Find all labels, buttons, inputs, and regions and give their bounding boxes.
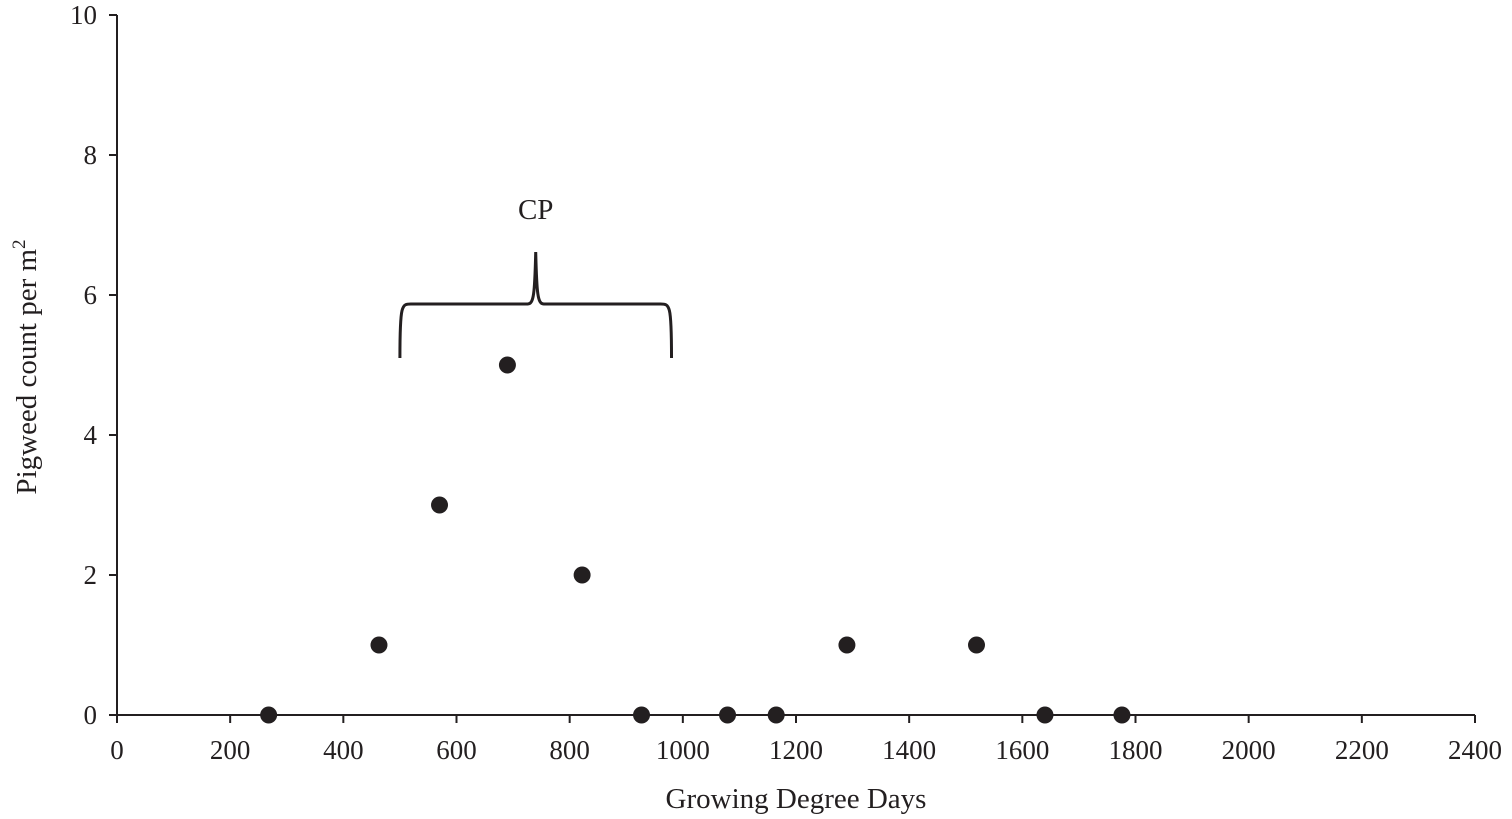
data-point bbox=[573, 566, 591, 584]
y-tick-label: 2 bbox=[84, 560, 98, 590]
x-tick-label: 400 bbox=[323, 735, 364, 765]
x-tick-label: 1800 bbox=[1109, 735, 1163, 765]
y-tick-label: 10 bbox=[70, 0, 97, 30]
data-point bbox=[260, 706, 278, 724]
y-tick-label: 8 bbox=[84, 140, 98, 170]
x-tick-label: 2400 bbox=[1448, 735, 1502, 765]
x-tick-label: 1000 bbox=[656, 735, 710, 765]
data-point bbox=[767, 706, 785, 724]
y-tick-label: 4 bbox=[84, 420, 98, 450]
x-tick-label: 600 bbox=[436, 735, 477, 765]
y-tick-label: 0 bbox=[84, 700, 98, 730]
y-axis-title: Pigweed count per m2 bbox=[9, 239, 43, 494]
data-point bbox=[1036, 706, 1054, 724]
data-point bbox=[498, 356, 516, 374]
data-point bbox=[431, 496, 449, 514]
x-tick-label: 2200 bbox=[1335, 735, 1389, 765]
data-point bbox=[719, 706, 737, 724]
y-axis: 0 2 4 6 8 10 bbox=[70, 0, 118, 730]
x-tick-label: 1600 bbox=[995, 735, 1049, 765]
data-point bbox=[370, 636, 388, 654]
annotation-group: CP bbox=[398, 194, 674, 359]
x-axis: 0 200 400 600 800 1000 1200 1400 1600 1800 2000 220… bbox=[110, 714, 1502, 765]
x-tick-label: 1200 bbox=[769, 735, 823, 765]
data-point bbox=[1113, 706, 1131, 724]
x-tick-label: 1400 bbox=[882, 735, 936, 765]
x-tick-label: 0 bbox=[110, 735, 124, 765]
x-tick-label: 2000 bbox=[1222, 735, 1276, 765]
cp-brace bbox=[398, 251, 674, 359]
y-tick-label: 6 bbox=[84, 280, 98, 310]
data-point bbox=[968, 636, 986, 654]
y-axis-title-text: Pigweed count per m bbox=[11, 248, 43, 494]
data-point bbox=[633, 706, 651, 724]
data-points bbox=[260, 356, 1131, 724]
cp-annotation-label: CP bbox=[518, 194, 553, 226]
y-axis-title-superscript: 2 bbox=[9, 239, 30, 249]
x-tick-label: 800 bbox=[549, 735, 590, 765]
data-point bbox=[838, 636, 856, 654]
x-tick-label: 200 bbox=[210, 735, 251, 765]
x-axis-title: Growing Degree Days bbox=[666, 783, 927, 815]
